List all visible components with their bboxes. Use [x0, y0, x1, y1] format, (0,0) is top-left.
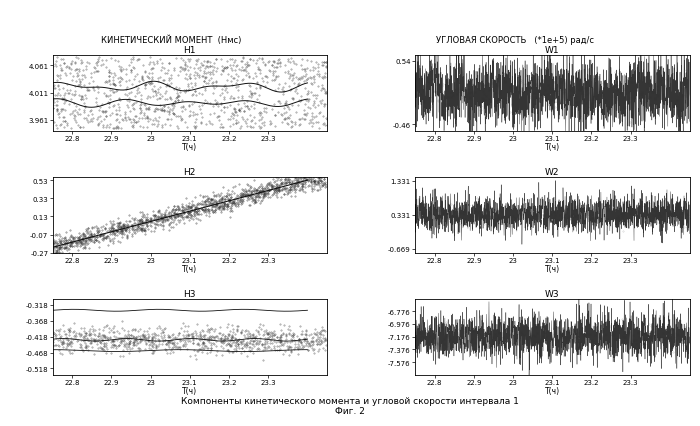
Text: КИНЕТИЧЕСКИЙ МОМЕНТ  (Нмс): КИНЕТИЧЕСКИЙ МОМЕНТ (Нмс)	[102, 35, 242, 45]
X-axis label: T(ч): T(ч)	[545, 143, 560, 152]
X-axis label: T(ч): T(ч)	[545, 386, 560, 395]
Title: W1: W1	[545, 46, 559, 55]
Title: W3: W3	[545, 289, 559, 298]
Title: W2: W2	[545, 167, 559, 176]
X-axis label: T(ч): T(ч)	[545, 265, 560, 273]
Title: H2: H2	[183, 167, 196, 176]
Text: Компоненты кинетического момента и угловой скорости интервала 1
Фиг. 2: Компоненты кинетического момента и углов…	[181, 396, 519, 415]
Text: УГЛОВАЯ СКОРОСТЬ   (*1e+5) рад/с: УГЛОВАЯ СКОРОСТЬ (*1e+5) рад/с	[435, 36, 594, 45]
Title: H1: H1	[183, 46, 196, 55]
X-axis label: T(ч): T(ч)	[182, 265, 197, 273]
X-axis label: T(ч): T(ч)	[182, 386, 197, 395]
Title: H3: H3	[183, 289, 196, 298]
X-axis label: T(ч): T(ч)	[182, 143, 197, 152]
